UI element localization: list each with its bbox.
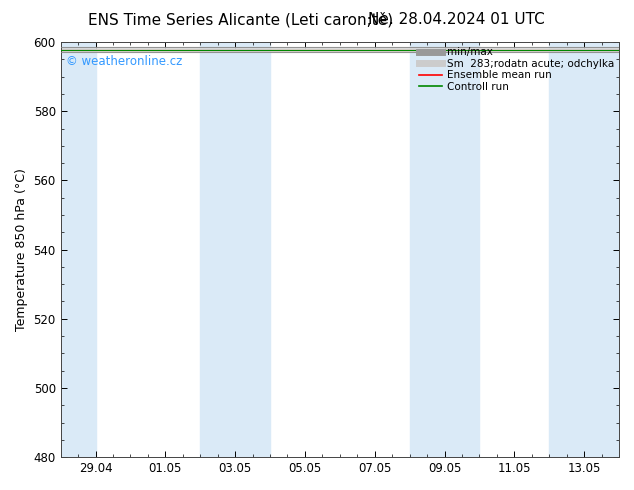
Text: ENS Time Series Alicante (Leti caron;tě): ENS Time Series Alicante (Leti caron;tě) <box>88 12 394 28</box>
Bar <box>410 42 479 457</box>
Bar <box>200 42 270 457</box>
Y-axis label: Temperature 850 hPa (°C): Temperature 850 hPa (°C) <box>15 168 28 331</box>
Bar <box>61 42 96 457</box>
Bar <box>549 42 619 457</box>
Text: © weatheronline.cz: © weatheronline.cz <box>66 54 183 68</box>
Text: Ne. 28.04.2024 01 UTC: Ne. 28.04.2024 01 UTC <box>368 12 545 27</box>
Legend: min/max, Sm  283;rodatn acute; odchylka, Ensemble mean run, Controll run: min/max, Sm 283;rodatn acute; odchylka, … <box>417 45 616 94</box>
